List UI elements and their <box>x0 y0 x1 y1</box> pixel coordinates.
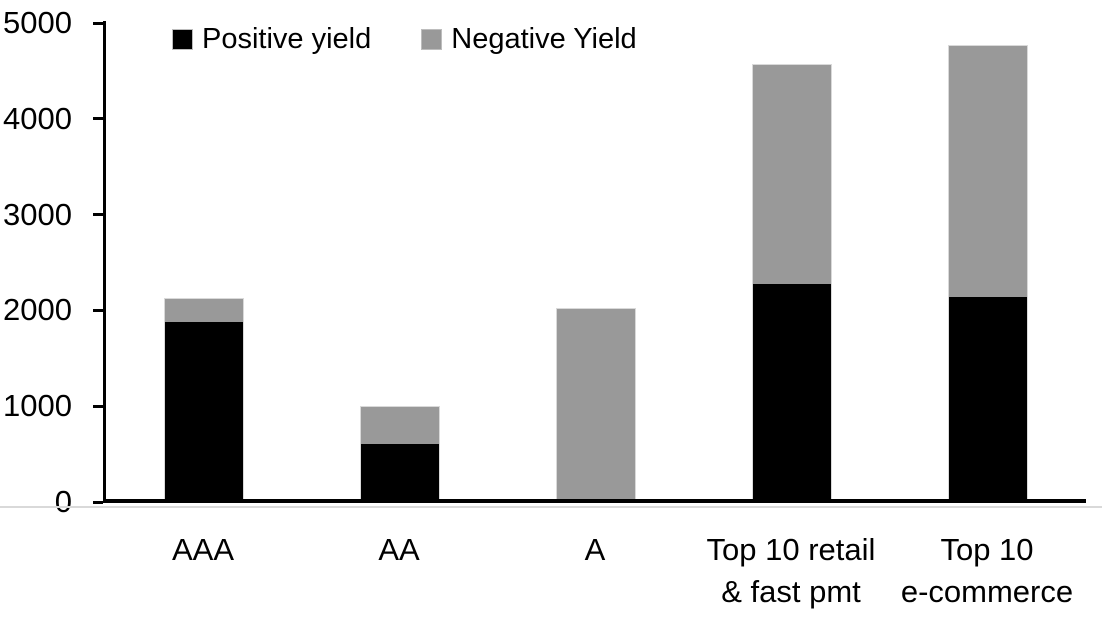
legend-swatch-positive-yield <box>172 28 193 50</box>
legend-label-negative-yield: Negative Yield <box>451 23 637 55</box>
bar-segment-negative-yield <box>557 308 635 500</box>
bar-segment-negative-yield <box>949 46 1027 298</box>
x-category-label: AA <box>378 532 420 567</box>
y-tick-mark <box>93 213 103 217</box>
bar-segment-positive-yield <box>949 297 1027 503</box>
legend-label-positive-yield: Positive yield <box>202 23 372 55</box>
y-tick-label: 1000 <box>3 388 72 424</box>
bar-segment-negative-yield <box>361 407 439 444</box>
legend-item-positive-yield: Positive yield <box>172 22 371 56</box>
y-tick-label: 0 <box>54 484 72 519</box>
bar-stack-3 <box>752 64 832 503</box>
legend-item-negative-yield: Negative Yield <box>421 22 637 56</box>
plot-bottom-border <box>0 506 1102 508</box>
legend: Positive yield Negative Yield <box>172 22 637 56</box>
y-tick-mark <box>93 404 103 408</box>
x-category-label: A <box>584 532 606 567</box>
bar-segment-positive-yield <box>753 283 831 503</box>
bar-stack-1 <box>360 406 440 503</box>
x-category-label: Top 10 e-commerce <box>900 532 1074 609</box>
x-axis-line <box>103 499 1086 503</box>
x-category-label: Top 10 retail & fast pmt <box>706 532 876 609</box>
y-tick-label: 3000 <box>3 196 72 232</box>
bar-stack-2 <box>556 307 636 503</box>
y-axis-line <box>103 21 106 503</box>
y-tick-label: 4000 <box>3 100 72 136</box>
y-tick-mark <box>93 21 103 25</box>
y-tick-label: 2000 <box>3 292 72 328</box>
bar-segment-negative-yield <box>753 65 831 284</box>
x-category-label: AAA <box>171 532 235 567</box>
y-tick-mark <box>93 308 103 312</box>
y-tick-mark <box>93 117 103 121</box>
bar-segment-positive-yield <box>361 443 439 503</box>
y-tick-label: 5000 <box>3 5 72 40</box>
bar-stack-0 <box>164 297 244 503</box>
bar-segment-negative-yield <box>165 298 243 322</box>
bar-stack-4 <box>948 45 1028 503</box>
y-tick-mark <box>93 500 103 504</box>
legend-swatch-negative-yield <box>421 28 443 50</box>
bar-segment-positive-yield <box>165 321 243 503</box>
